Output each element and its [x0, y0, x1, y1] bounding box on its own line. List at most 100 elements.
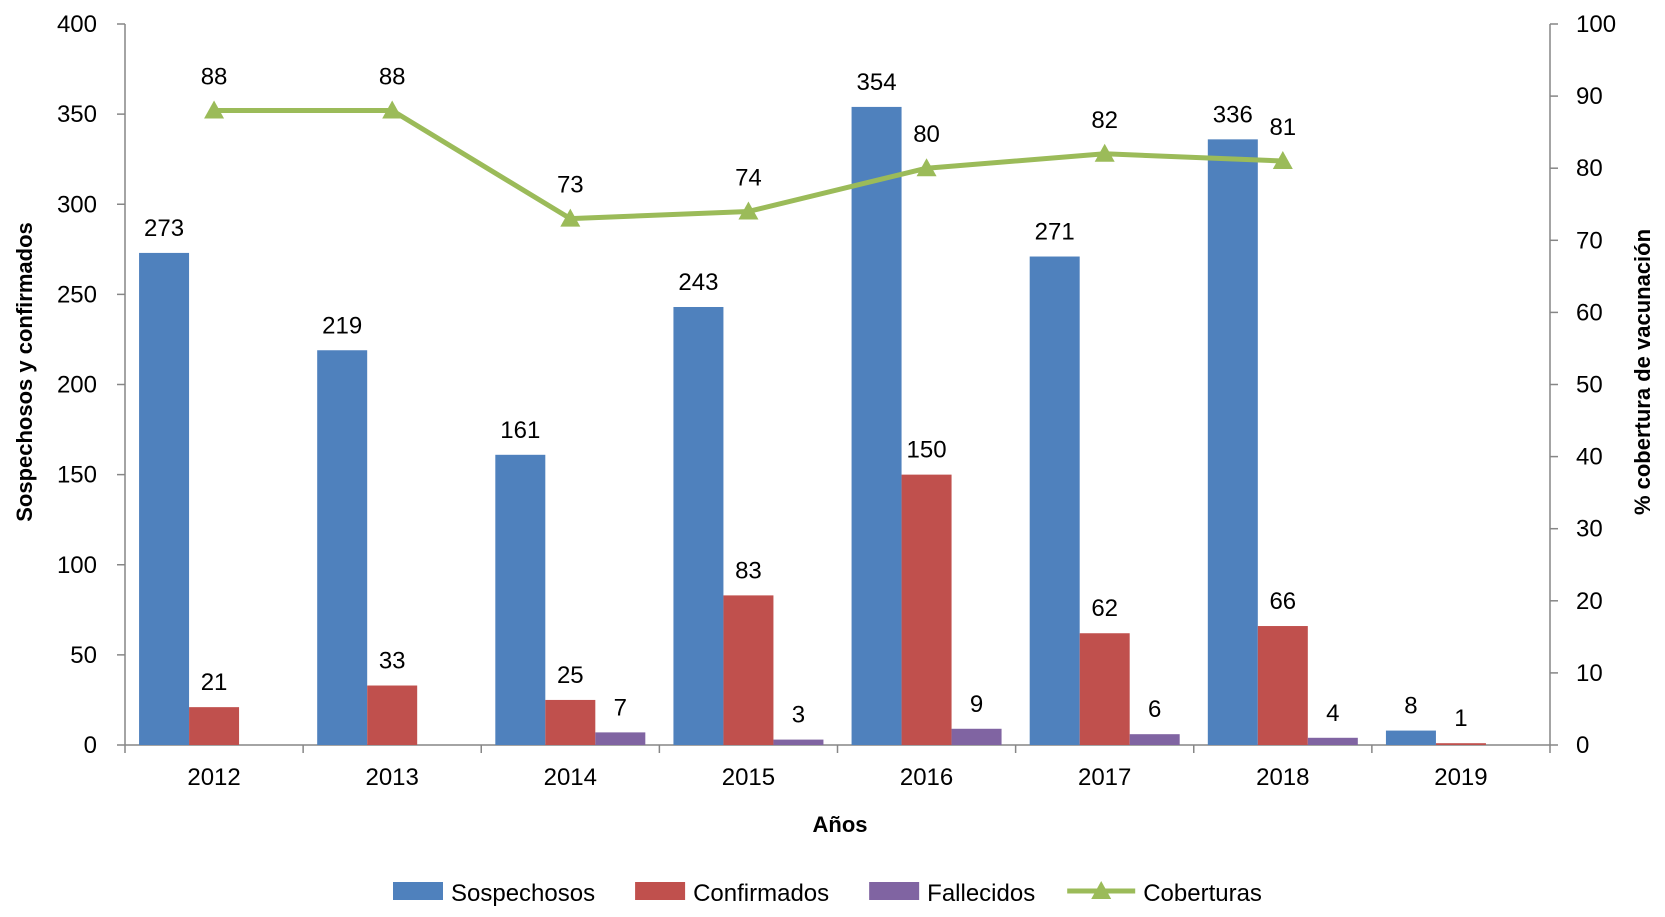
- marker-coberturas: [560, 208, 581, 227]
- data-label-coberturas: 82: [1091, 107, 1118, 134]
- bar-confirmados: [545, 699, 596, 745]
- data-label-sospechosos: 336: [1213, 101, 1253, 128]
- data-label-confirmados: 66: [1269, 588, 1296, 615]
- bar-sospechosos: [495, 454, 546, 745]
- data-label-fallecidos: 3: [792, 702, 805, 729]
- y-tick-label: 350: [57, 101, 97, 128]
- axes-layer: 0 50 100 150 200 250 300 350 400 0 10 20 30 40 50 60 70 8…: [57, 11, 1616, 791]
- data-label-sospechosos: 8: [1404, 693, 1417, 720]
- bar-sospechosos: [1029, 256, 1080, 745]
- data-label-sospechosos: 161: [500, 417, 540, 444]
- bar-sospechosos: [673, 306, 724, 745]
- data-label-coberturas: 80: [913, 121, 940, 148]
- y2-tick-label: 40: [1576, 444, 1603, 471]
- marker-coberturas: [204, 100, 225, 119]
- y2-tick-label: 80: [1576, 155, 1603, 182]
- data-label-sospechosos: 273: [144, 215, 184, 242]
- bars-layer: [139, 106, 1486, 746]
- x-tick-label: 2013: [365, 764, 418, 791]
- data-label-coberturas: 81: [1269, 114, 1296, 141]
- legend-swatch-sospechosos: [393, 882, 443, 900]
- y2-tick-label: 30: [1576, 516, 1603, 543]
- x-tick-label: 2015: [722, 764, 775, 791]
- bar-sospechosos: [1385, 730, 1436, 745]
- y-tick-label: 150: [57, 462, 97, 489]
- data-label-confirmados: 1: [1454, 705, 1467, 732]
- bar-confirmados: [189, 707, 240, 745]
- y2-tick-label: 0: [1576, 732, 1589, 759]
- y-tick-label: 0: [84, 732, 97, 759]
- bar-sospechosos: [851, 106, 902, 746]
- bar-confirmados: [1257, 626, 1308, 745]
- bar-sospechosos: [139, 252, 190, 746]
- x-tick-label: 2019: [1434, 764, 1487, 791]
- data-label-confirmados: 83: [735, 557, 762, 584]
- data-label-coberturas: 88: [379, 64, 406, 91]
- data-label-coberturas: 73: [557, 172, 584, 199]
- bar-fallecidos: [1307, 737, 1358, 745]
- y2-tick-label: 50: [1576, 372, 1603, 399]
- x-axis-title: Años: [813, 812, 868, 837]
- legend-swatch-fallecidos: [869, 882, 920, 900]
- legend-label-confirmados: Confirmados: [693, 880, 829, 907]
- data-label-fallecidos: 7: [614, 694, 627, 721]
- marker-coberturas: [916, 158, 937, 177]
- x-tick-label: 2012: [187, 764, 240, 791]
- y-tick-label: 100: [57, 552, 97, 579]
- marker-coberturas: [738, 201, 759, 220]
- y-tick-label: 250: [57, 281, 97, 308]
- bar-fallecidos: [595, 732, 646, 745]
- y2-tick-label: 90: [1576, 83, 1603, 110]
- y-tick-label: 200: [57, 372, 97, 399]
- data-label-coberturas: 74: [735, 164, 762, 191]
- bar-fallecidos: [951, 728, 1002, 745]
- line-layer: [204, 100, 1293, 227]
- data-label-coberturas: 88: [201, 64, 228, 91]
- data-label-sospechosos: 219: [322, 312, 362, 339]
- data-label-confirmados: 21: [201, 669, 228, 696]
- y2-tick-label: 100: [1576, 11, 1616, 38]
- marker-coberturas: [382, 100, 403, 119]
- bar-fallecidos: [773, 739, 824, 745]
- marker-coberturas: [1094, 143, 1115, 162]
- data-label-sospechosos: 271: [1035, 219, 1075, 246]
- bar-confirmados: [1079, 633, 1130, 745]
- data-label-confirmados: 25: [557, 662, 584, 689]
- legend: Sospechosos Confirmados Fallecidos Cobertur…: [393, 880, 1262, 907]
- legend-label-fallecidos: Fallecidos: [927, 880, 1035, 907]
- y2-tick-label: 60: [1576, 299, 1603, 326]
- bar-confirmados: [1435, 743, 1486, 745]
- y2-tick-label: 10: [1576, 660, 1603, 687]
- bar-confirmados: [723, 595, 774, 745]
- x-tick-label: 2016: [900, 764, 953, 791]
- data-label-confirmados: 62: [1091, 595, 1118, 622]
- y-tick-label: 400: [57, 11, 97, 38]
- legend-label-sospechosos: Sospechosos: [451, 880, 595, 907]
- data-label-fallecidos: 4: [1326, 700, 1339, 727]
- y2-tick-label: 20: [1576, 588, 1603, 615]
- y-axis-title: Sospechosos y confirmados: [12, 222, 37, 522]
- y2-axis-title: % cobertura de vacunación: [1630, 229, 1655, 515]
- data-label-confirmados: 33: [379, 648, 406, 675]
- data-label-sospechosos: 354: [857, 69, 897, 96]
- data-label-confirmados: 150: [907, 437, 947, 464]
- x-tick-label: 2014: [544, 764, 597, 791]
- bar-confirmados: [367, 685, 418, 745]
- data-label-sospechosos: 243: [678, 269, 718, 296]
- bar-sospechosos: [1207, 139, 1258, 746]
- y-tick-label: 300: [57, 191, 97, 218]
- data-label-fallecidos: 9: [970, 691, 983, 718]
- legend-marker-coberturas: [1091, 881, 1112, 899]
- legend-label-coberturas: Coberturas: [1143, 880, 1262, 907]
- x-tick-label: 2018: [1256, 764, 1309, 791]
- y-tick-label: 50: [70, 642, 97, 669]
- y2-tick-label: 70: [1576, 227, 1603, 254]
- x-tick-label: 2017: [1078, 764, 1131, 791]
- bar-sospechosos: [317, 350, 368, 745]
- marker-coberturas: [1272, 150, 1293, 169]
- bar-fallecidos: [1129, 734, 1180, 745]
- bar-confirmados: [901, 474, 952, 745]
